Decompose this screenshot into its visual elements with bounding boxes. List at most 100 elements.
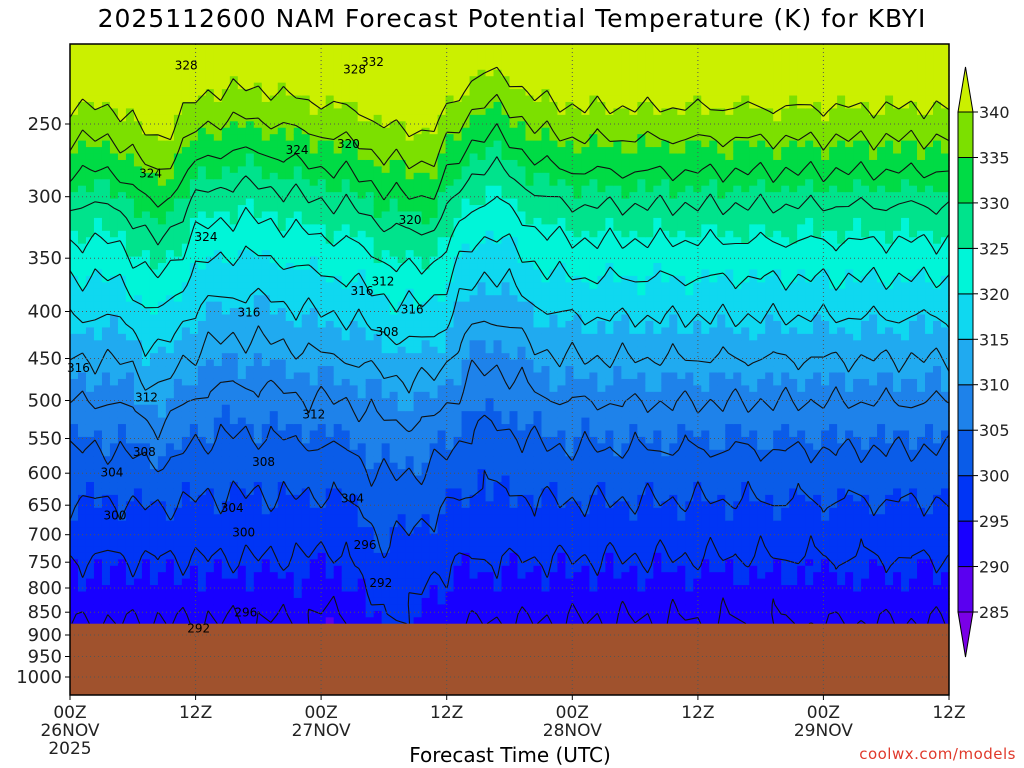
- contour-label: 304: [221, 501, 244, 515]
- y-tick-label: 600: [28, 463, 62, 484]
- y-tick-label: 350: [28, 248, 62, 269]
- isentrope-332: [69, 123, 950, 208]
- colorbar-label: 325: [979, 239, 1010, 258]
- isentrope-312: [69, 320, 950, 394]
- colorbar-label: 300: [979, 467, 1010, 486]
- colorbar-segment: [957, 429, 974, 477]
- x-axis: 00Z 12Z 00Z 12Z 00Z 12Z 00Z 12Z 26NOV 27NOV 28NOV 2…: [40, 695, 966, 759]
- contour-label: 312: [135, 390, 158, 404]
- colorbar-segment: [957, 293, 974, 340]
- y-tick-label: 1000: [16, 667, 62, 688]
- y-axis: 250 300 350 400 450 500 550 600 650 700 750 800 850 9…: [16, 114, 70, 688]
- y-tick-label: 800: [28, 578, 62, 599]
- y-tick-label: 550: [28, 429, 62, 450]
- y-tick-label: 450: [28, 349, 62, 370]
- colorbar-label: 305: [979, 421, 1010, 440]
- y-tick-label: 950: [28, 647, 62, 668]
- contour-label: 316: [67, 361, 90, 375]
- contour-labels: 316 328 324 312 308 304 300 292 324 316 304 300 296 3…: [67, 55, 424, 636]
- contour-label: 324: [195, 230, 218, 244]
- isentrope-336: [69, 93, 950, 170]
- x-tick-label: 12Z: [681, 703, 714, 723]
- plot-frame: [69, 43, 950, 696]
- x-axis-title: Forecast Time (UTC): [409, 743, 611, 767]
- theta-color-fill: [70, 44, 950, 625]
- x-date-label: 28NOV: [543, 721, 602, 741]
- contour-label: 332: [361, 55, 384, 69]
- colorbar-label: 335: [979, 149, 1010, 168]
- contour-label: 296: [234, 606, 257, 620]
- isentrope-340: [69, 66, 950, 141]
- x-tick-label: 12Z: [430, 703, 463, 723]
- terrain: [70, 623, 949, 695]
- x-tick-label: 00Z: [556, 703, 589, 723]
- isentrope-324: [69, 195, 950, 279]
- contour-label: 296: [354, 538, 377, 552]
- y-tick-label: 850: [28, 602, 62, 623]
- contour-label: 328: [343, 62, 366, 76]
- y-tick-label: 700: [28, 525, 62, 546]
- contour-label: 304: [100, 466, 123, 480]
- colorbar-label: 310: [979, 376, 1010, 395]
- isentrope-316: [69, 268, 950, 357]
- contour-label: 308: [252, 455, 275, 469]
- colorbar-labels: 285 290 295 300 305 310 315 320 325 330 335 340: [979, 103, 1010, 622]
- chart-title: 2025112600 NAM Forecast Potential Temper…: [97, 4, 927, 33]
- isentrope-292: [71, 595, 946, 625]
- contour-label: 316: [237, 306, 260, 320]
- y-tick-label: 750: [28, 552, 62, 573]
- x-date-label: 29NOV: [794, 721, 853, 741]
- isentrope-contours: [69, 66, 950, 625]
- y-tick-label: 300: [28, 187, 62, 208]
- colorbar-label: 330: [979, 194, 1010, 213]
- contour-label: 328: [175, 59, 198, 73]
- x-tick-label: 00Z: [807, 703, 840, 723]
- colorbar: 285 290 295 300 305 310 315 320 325 330 335 340: [957, 66, 1010, 658]
- contour-label: 316: [351, 284, 374, 298]
- isentrope-320: [69, 233, 950, 313]
- colorbar-segment: [957, 384, 974, 431]
- y-tick-label: 400: [28, 302, 62, 323]
- contour-label: 324: [139, 167, 162, 181]
- gridlines: [70, 44, 949, 695]
- colorbar-label: 315: [979, 330, 1010, 349]
- colorbar-segment: [957, 566, 974, 613]
- contour-label: 312: [302, 408, 325, 422]
- colorbar-max-arrow: [957, 66, 974, 113]
- colorbar-segment: [957, 247, 974, 295]
- colorbar-min-arrow: [957, 611, 974, 658]
- contour-label: 300: [104, 509, 127, 523]
- isentrope-300: [69, 470, 950, 559]
- colorbar-label: 320: [979, 285, 1010, 304]
- colorbar-segment: [957, 338, 974, 386]
- colorbar-label: 295: [979, 512, 1010, 531]
- x-year-label: 2025: [48, 739, 91, 759]
- x-date-label: 27NOV: [292, 721, 351, 741]
- colorbar-label: 285: [979, 603, 1010, 622]
- contour-label: 316: [401, 303, 424, 317]
- x-tick-label: 00Z: [304, 703, 337, 723]
- contour-label: 308: [376, 325, 399, 339]
- y-tick-label: 250: [28, 114, 62, 135]
- y-tick-label: 500: [28, 391, 62, 412]
- y-tick-label: 650: [28, 495, 62, 516]
- contour-label: 300: [232, 525, 255, 539]
- colorbar-segment: [957, 475, 974, 522]
- contour-label: 304: [341, 491, 364, 505]
- x-tick-label: 00Z: [53, 703, 86, 723]
- isentrope-304: [69, 414, 950, 487]
- contour-label: 320: [399, 213, 422, 227]
- colorbar-segment: [957, 520, 974, 568]
- colorbar-label: 290: [979, 558, 1010, 577]
- colorbar-segment: [957, 111, 974, 158]
- x-tick-label: 12Z: [932, 703, 965, 723]
- contour-label: 324: [286, 143, 309, 157]
- contour-label: 292: [187, 622, 210, 636]
- colorbar-segment: [957, 157, 974, 204]
- contour-label: 292: [369, 576, 392, 590]
- contour-label: 320: [337, 137, 360, 151]
- source-credit: coolwx.com/models: [859, 745, 1016, 763]
- colorbar-label: 340: [979, 103, 1010, 122]
- contour-label: 308: [133, 445, 156, 459]
